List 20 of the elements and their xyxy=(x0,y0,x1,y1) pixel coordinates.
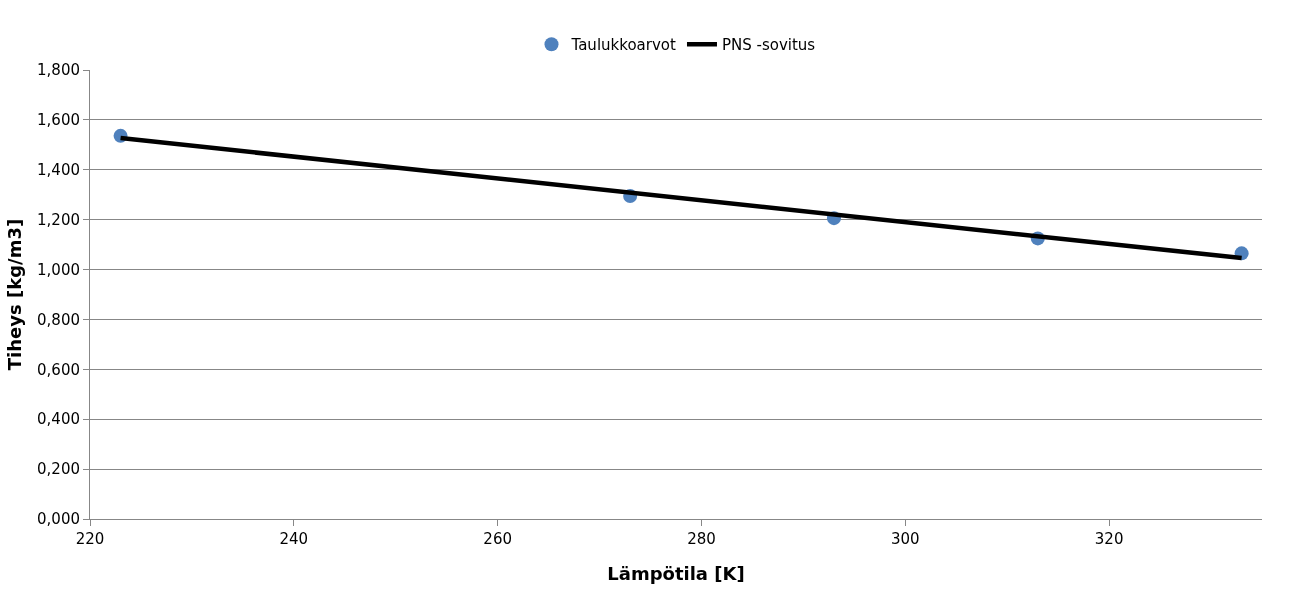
y-tick-label: 1,000 xyxy=(37,260,80,279)
x-tick-label: 260 xyxy=(483,530,512,548)
y-tick-label: 0,600 xyxy=(37,360,80,379)
x-tick-label: 220 xyxy=(75,530,105,548)
x-tick-label: 300 xyxy=(890,530,920,548)
x-axis-title: Lämpötila [K] xyxy=(607,563,745,585)
legend-label: PNS -sovitus xyxy=(721,36,816,55)
y-tick-label: 1,400 xyxy=(37,161,80,180)
y-tick-label: 0,800 xyxy=(37,310,80,329)
y-tick-label: 0,000 xyxy=(37,510,80,529)
x-tick-label: 320 xyxy=(1094,530,1124,548)
y-tick-label: 1,200 xyxy=(37,210,80,229)
legend-label: Taulukkoarvot xyxy=(570,36,676,55)
y-axis-title: Tiheys [kg/m3] xyxy=(4,218,26,371)
y-tick-label: 0,200 xyxy=(37,460,80,479)
x-tick-label: 280 xyxy=(687,530,716,548)
y-tick-label: 1,600 xyxy=(37,111,80,130)
y-tick-label: 0,400 xyxy=(37,410,80,429)
x-tick-label: 240 xyxy=(279,530,309,548)
y-tick-label: 1,800 xyxy=(37,61,80,80)
